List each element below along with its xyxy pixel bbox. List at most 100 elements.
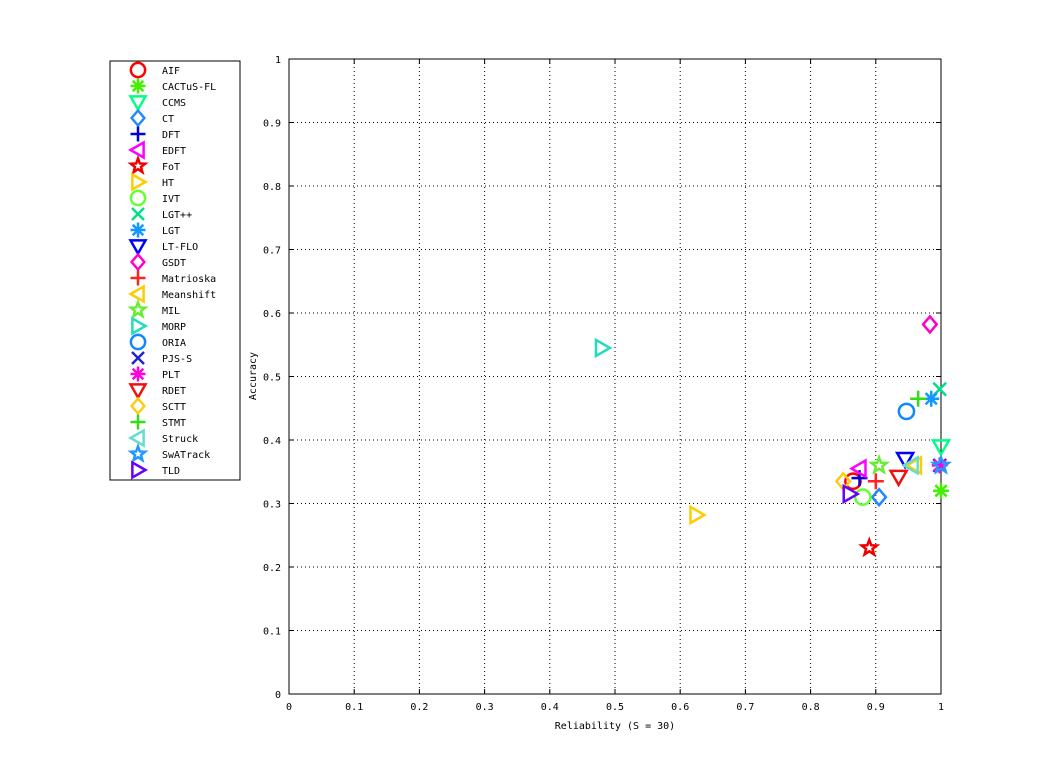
legend-marker-meanshift (127, 284, 145, 304)
legend-marker-fot (127, 154, 149, 175)
point-struck (901, 455, 919, 476)
point-lt-flo (894, 451, 916, 470)
y-tick-label: 0 (275, 690, 281, 701)
legend-marker-gsdt (129, 252, 147, 272)
x-tick-label: 0.5 (606, 702, 624, 713)
legend-label-edft: EDFT (162, 146, 186, 157)
point-rdet (888, 469, 909, 488)
legend-label-dft: DFT (162, 130, 180, 141)
point-cactus-fl (933, 482, 949, 499)
legend-label-tld: TLD (162, 466, 180, 477)
point-ivt (853, 488, 872, 506)
legend-marker-aif (129, 61, 147, 79)
legend-marker-rdet (128, 383, 148, 401)
legend-marker-lgt (130, 222, 146, 238)
legend-label-cactus-fl: CACTuS-FL (162, 82, 216, 93)
point-oria (897, 402, 916, 421)
point-meanshift (904, 455, 923, 476)
legend-marker-struck (127, 428, 145, 448)
legend-box (109, 60, 241, 481)
x-tick-label: 0.8 (802, 702, 820, 713)
legend-label-lgt: LGT (162, 226, 180, 237)
plot-frame (288, 58, 942, 695)
data-points (594, 314, 953, 558)
point-matrioska (867, 473, 884, 490)
legend-marker-matrioska (130, 270, 146, 286)
point-tld (842, 483, 861, 505)
x-tick-label: 0 (286, 702, 292, 713)
legend-marker-lt-flo (128, 239, 148, 257)
x-tick-label: 1 (938, 702, 944, 713)
legend-marker-sctt (129, 396, 147, 416)
x-tick-label: 0.4 (541, 702, 559, 713)
legend-marker-stmt (130, 414, 146, 430)
legend-label-ct: CT (162, 114, 174, 125)
y-tick-label: 0.7 (263, 246, 281, 257)
point-swatrack (929, 453, 953, 475)
point-morp (594, 337, 613, 359)
y-axis-label: Accuracy (248, 352, 259, 400)
point-fot (858, 536, 881, 558)
axis-ticks: 0 0.1 0.2 0.3 0.4 0.5 0.6 0.7 0.8 0.9 1 0 0.1 0.2 0.3 0… (263, 55, 944, 713)
y-tick-label: 0.3 (263, 500, 281, 511)
point-gsdt (921, 314, 939, 335)
legend-label-ht: HT (162, 178, 174, 189)
legend-marker-pjs-s (131, 351, 145, 365)
legend-marker-cactus-fl (130, 78, 146, 94)
legend-marker-oria (129, 333, 147, 351)
grid (289, 59, 941, 694)
legend-label-lgt: LGT++ (162, 210, 192, 221)
point-edft (848, 458, 867, 479)
x-tick-label: 0.9 (867, 702, 885, 713)
legend-label-ivt: IVT (162, 194, 180, 205)
point-ct (870, 487, 888, 508)
legend-label-ccms: CCMS (162, 98, 186, 109)
legend-label-sctt: SCTT (162, 402, 186, 413)
y-tick-label: 0.2 (263, 563, 281, 574)
legend-marker-lgt (131, 207, 145, 221)
legend-label-aif: AIF (162, 66, 180, 77)
point-mil (868, 453, 891, 475)
y-tick-label: 1 (275, 55, 281, 66)
legend: AIF CACTuS-FL CCMS CT DFT EDFT FoT HT IVT LGT++ LG… (109, 60, 241, 481)
legend-label-morp: MORP (162, 322, 186, 333)
legend-label-plt: PLT (162, 370, 180, 381)
y-tick-label: 0.6 (263, 309, 281, 320)
x-tick-label: 0.3 (476, 702, 494, 713)
x-tick-label: 0.7 (736, 702, 754, 713)
y-tick-label: 0.9 (263, 119, 281, 130)
legend-marker-ivt (129, 189, 147, 207)
legend-marker-mil (127, 298, 149, 319)
legend-label-rdet: RDET (162, 386, 186, 397)
legend-marker-dft (130, 126, 146, 142)
point-stmt (910, 390, 927, 407)
legend-label-mil: MIL (162, 306, 180, 317)
x-tick-label: 0.6 (671, 702, 689, 713)
legend-marker-edft (127, 140, 145, 160)
x-tick-label: 0.1 (345, 702, 363, 713)
legend-label-meanshift: Meanshift (162, 290, 216, 301)
y-tick-label: 0.4 (263, 436, 281, 447)
legend-label-fot: FoT (162, 162, 180, 173)
y-tick-label: 0.5 (263, 373, 281, 384)
legend-marker-ht (131, 172, 149, 192)
x-tick-label: 0.2 (410, 702, 428, 713)
legend-marker-ccms (128, 95, 148, 113)
y-tick-label: 0.1 (263, 627, 281, 638)
legend-marker-ct (129, 108, 147, 128)
legend-marker-plt (130, 366, 146, 382)
legend-marker-swatrack (127, 442, 149, 463)
point-ht (689, 504, 708, 526)
legend-label-matrioska: Matrioska (162, 274, 216, 285)
legend-label-struck: Struck (162, 434, 198, 445)
legend-label-swatrack: SwATrack (162, 450, 210, 461)
legend-marker-morp (131, 316, 149, 336)
point-ccms (930, 439, 952, 457)
legend-marker-tld (131, 460, 149, 480)
y-tick-label: 0.8 (263, 182, 281, 193)
legend-label-oria: ORIA (162, 338, 186, 349)
legend-label-stmt: STMT (162, 418, 186, 429)
x-axis-label: Reliability (S = 30) (555, 721, 675, 732)
legend-label-lt-flo: LT-FLO (162, 242, 198, 253)
